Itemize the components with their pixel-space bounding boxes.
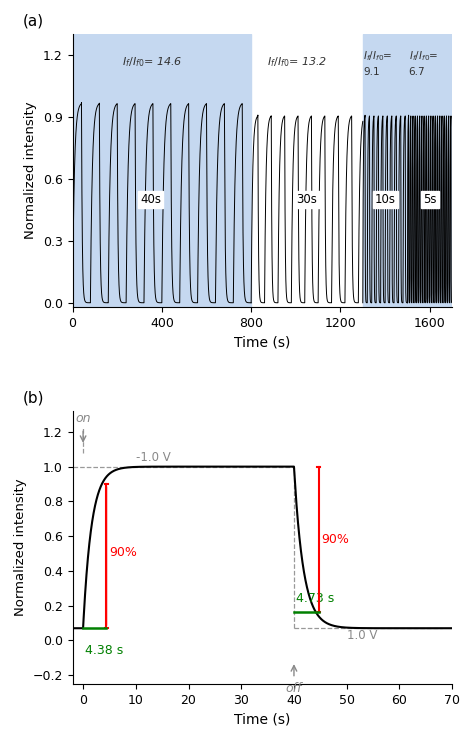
Text: (b): (b): [23, 391, 45, 406]
Text: -1.0 V: -1.0 V: [136, 451, 171, 465]
Text: 5s: 5s: [423, 193, 437, 206]
Text: (a): (a): [23, 13, 45, 29]
Text: $\mathit{I_f/I_{f0}}$=: $\mathit{I_f/I_{f0}}$=: [363, 49, 393, 63]
Bar: [73, 34, 251, 307]
Text: $\mathit{I_f/I_{f0}}$=: $\mathit{I_f/I_{f0}}$=: [409, 49, 438, 63]
Text: 1.0 V: 1.0 V: [346, 629, 377, 642]
Text: 40s: 40s: [140, 193, 161, 206]
Text: 90%: 90%: [321, 533, 349, 546]
Text: 4.38 s: 4.38 s: [85, 644, 123, 657]
X-axis label: Time (s): Time (s): [234, 712, 291, 726]
Y-axis label: Normalized intensity: Normalized intensity: [24, 101, 37, 239]
Text: 6.7: 6.7: [409, 67, 425, 78]
Text: 30s: 30s: [297, 193, 318, 206]
Text: 10s: 10s: [374, 193, 396, 206]
Text: on: on: [75, 412, 91, 425]
Text: $\mathit{I_f/I_{f0}}$= 14.6: $\mathit{I_f/I_{f0}}$= 14.6: [122, 55, 182, 69]
Text: 9.1: 9.1: [363, 67, 380, 78]
Y-axis label: Normalized intensity: Normalized intensity: [14, 479, 27, 616]
Text: 4.73 s: 4.73 s: [295, 592, 334, 605]
X-axis label: Time (s): Time (s): [234, 335, 291, 349]
Text: off: off: [286, 682, 302, 695]
Text: 90%: 90%: [109, 546, 137, 559]
Bar: [363, 34, 452, 307]
Text: $\mathit{I_f/I_{f0}}$= 13.2: $\mathit{I_f/I_{f0}}$= 13.2: [267, 55, 327, 69]
